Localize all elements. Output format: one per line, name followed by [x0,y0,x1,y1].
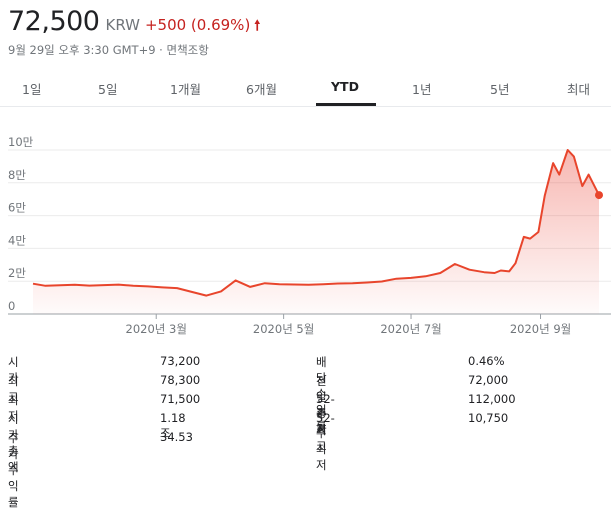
tab-5y[interactable]: 5년 [490,82,510,97]
tab-1m[interactable]: 1개월 [170,82,201,97]
stat-value: 10,750 [468,411,509,425]
stat-label: 전일 종가 [316,374,327,436]
tab-6m[interactable]: 6개월 [246,82,277,97]
x-tick-label: 2020년 5월 [253,322,314,336]
y-tick-label: 4만 [8,233,26,247]
y-tick-label: 2만 [8,266,26,280]
x-tick-label: 2020년 7월 [380,322,441,336]
x-tick-label: 2020년 3월 [126,322,187,336]
up-arrow-icon: 🠕 [254,18,261,34]
price-change: +500 (0.69%) [144,16,251,34]
x-axis-labels: 2020년 3월 2020년 5월 2020년 7월 2020년 9월 [126,314,571,336]
stat-label: 주가수익률 [8,431,19,509]
stat-label: 배당수익률 [316,355,327,433]
last-price-point [595,191,603,200]
y-tick-label: 10만 [8,135,34,149]
y-tick-label: 0 [8,299,15,313]
tab-5d[interactable]: 5일 [98,82,118,97]
currency-label: KRW [105,16,140,34]
stat-label: 52-주 최저 [316,411,335,472]
price-area [33,150,599,314]
stat-value: 73,200 [160,354,201,368]
price-row: 72,500 KRW +500 (0.69%) 🠕 [8,6,260,39]
x-tick-label: 2020년 9월 [510,322,571,336]
stat-label: 시가 [8,355,19,385]
tab-max[interactable]: 최대 [567,82,591,97]
tab-1y[interactable]: 1년 [412,82,432,97]
price-line [32,149,600,297]
quote-header: 72,500 KRW +500 (0.69%) 🠕 9월 29일 오후 3:30… [8,6,260,58]
tab-1d[interactable]: 1일 [22,82,42,97]
y-tick-label: 8만 [8,168,26,182]
stat-label: 최고 [8,374,19,404]
stat-label: 최저 [8,393,19,423]
stat-label: 52-주 최고 [316,392,335,453]
range-tabs: 1일 5일 1개월 6개월 YTD 1년 5년 최대 [0,66,611,107]
active-tab-indicator [316,103,376,106]
stat-value: 0.46% [468,354,505,368]
stat-value: 34.53 [160,430,193,444]
tab-ytd[interactable]: YTD [331,79,359,94]
y-axis-labels: 0 2만 4만 6만 8만 10만 [8,135,34,313]
timestamp: 9월 29일 오후 3:30 GMT+9 · 면책조항 [8,43,209,57]
stat-value: 72,000 [468,373,509,387]
stat-value: 78,300 [160,373,201,387]
stat-value: 1.18조 [160,411,186,440]
y-tick-label: 6만 [8,201,26,215]
current-price: 72,500 [8,6,100,37]
stat-value: 112,000 [468,392,516,406]
stat-value: 71,500 [160,392,201,406]
